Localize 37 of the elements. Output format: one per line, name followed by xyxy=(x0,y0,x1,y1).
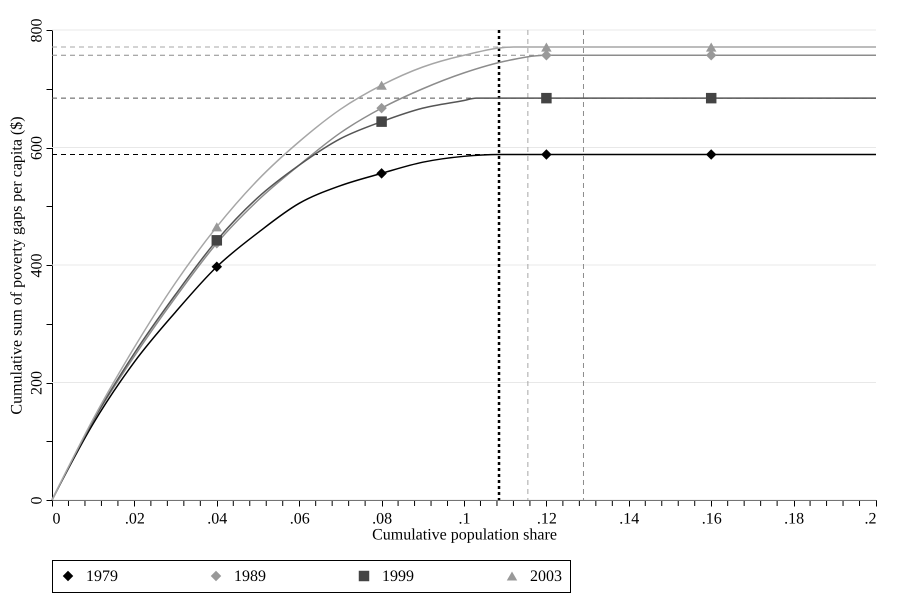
x-tick-label: .04 xyxy=(207,510,228,528)
y-tick-label: 400 xyxy=(28,254,46,278)
point xyxy=(706,50,716,61)
point xyxy=(376,168,387,179)
y-tick-label: 200 xyxy=(28,371,46,395)
point xyxy=(706,92,716,104)
point xyxy=(376,102,387,114)
y-tick-label: 600 xyxy=(28,136,46,160)
y-axis-title: Cumulative sum of poverty gaps per capita ($) xyxy=(8,116,26,415)
point xyxy=(541,42,552,52)
point xyxy=(706,149,716,160)
x-tick-label: .08 xyxy=(372,510,392,528)
point xyxy=(212,235,222,246)
x-tick-label: .2 xyxy=(864,510,876,528)
x-tick-label: 0 xyxy=(52,510,60,528)
point xyxy=(376,116,387,127)
point xyxy=(541,92,552,104)
x-tick-label: .02 xyxy=(124,510,145,528)
x-tick-label: .12 xyxy=(536,510,557,528)
point xyxy=(706,42,716,52)
x-tick-label: .1 xyxy=(458,510,470,528)
x-tick-label: .14 xyxy=(619,510,640,528)
legend-label: 2003 xyxy=(530,568,562,585)
legend-label: 1979 xyxy=(86,568,118,585)
point xyxy=(212,222,222,232)
x-axis-title: Cumulative population share xyxy=(372,526,557,544)
x-tick-label: .06 xyxy=(290,510,310,528)
legend-label: 1999 xyxy=(382,568,414,585)
x-tick-label: .18 xyxy=(784,510,804,528)
point xyxy=(541,50,552,61)
y-tick-label: 800 xyxy=(28,18,46,42)
y-tick-label: 0 xyxy=(28,496,46,504)
point xyxy=(212,262,222,272)
legend-label: 1989 xyxy=(234,568,266,585)
point xyxy=(541,149,552,160)
point xyxy=(376,80,387,90)
x-tick-label: .16 xyxy=(702,510,722,528)
